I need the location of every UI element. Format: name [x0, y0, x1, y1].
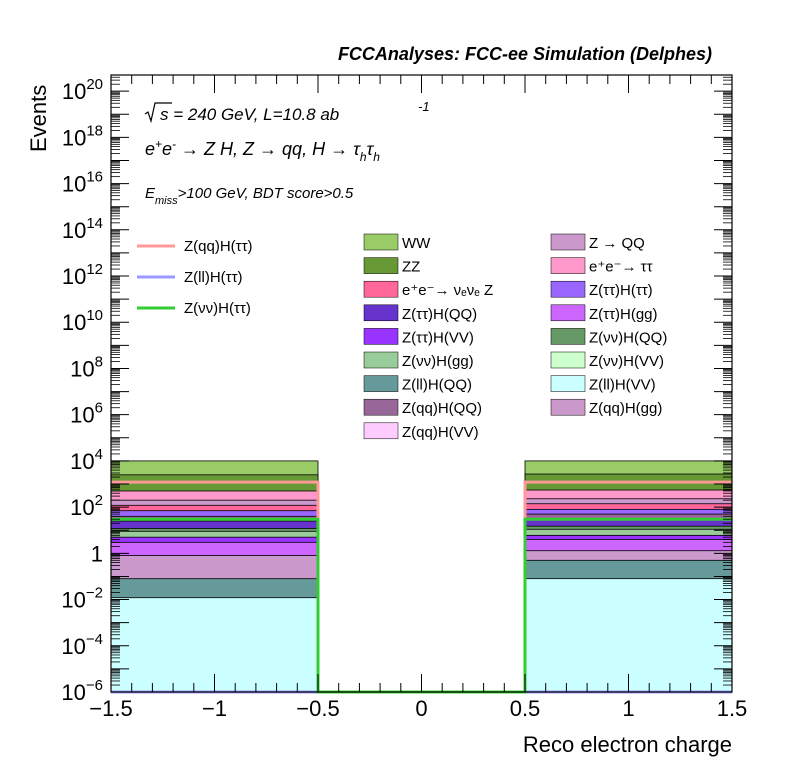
legend: Z(qq)H(ττ) Z(ll)H(ττ) Z(νν)H(ττ) WW ZZ e⁺e⁻→ …: [137, 233, 667, 441]
x-tick-label: −1.5: [89, 696, 132, 721]
legend-label: ZZ: [402, 259, 420, 276]
y-tick-label: 108: [70, 353, 103, 381]
lumi-exponent: -1: [418, 99, 430, 114]
annotation-process: e+e- → Z H, Z → qq, H → τhτh: [145, 137, 380, 164]
x-tick-label: 1.5: [717, 696, 748, 721]
legend-label: Z(ττ)H(QQ): [402, 306, 477, 323]
legend-label: Z(νν)H(QQ): [589, 329, 667, 346]
legend-swatch: [550, 398, 586, 416]
legend-swatch: [363, 375, 399, 392]
y-tick-label: 104: [70, 446, 103, 474]
legend-swatch: [363, 233, 399, 251]
legend-swatch: [363, 304, 399, 322]
legend-label: Z(qq)H(VV): [402, 424, 479, 441]
legend-label: Z(qq)H(QQ): [402, 400, 482, 417]
legend-label: Z(νν)H(gg): [402, 353, 474, 370]
legend-swatch: [550, 351, 586, 369]
legend-swatch: [550, 280, 586, 298]
x-tick-label: 0: [415, 696, 427, 721]
annotation-sqrt-s: s = 240 GeV, L=10.8 ab -1: [144, 99, 430, 124]
cut-label: Emiss>100 GeV, BDT score>0.5: [145, 185, 354, 207]
x-tick-label: 1: [622, 696, 634, 721]
y-tick-label: 1014: [62, 215, 103, 243]
y-tick-label: 10−6: [61, 677, 103, 705]
x-tick-label: −1: [202, 696, 227, 721]
legend-label: Z(ττ)H(ττ): [589, 282, 653, 299]
legend-label: WW: [402, 235, 431, 252]
legend-signal-label: Z(ll)H(ττ): [184, 269, 243, 286]
y-tick-label: 1016: [62, 169, 103, 197]
legend-label: Z(ττ)H(gg): [589, 306, 658, 323]
legend-swatch: [550, 304, 586, 322]
legend-label: Z(ll)H(VV): [589, 377, 656, 394]
legend-label: e⁺e⁻→ ττ: [589, 259, 653, 276]
legend-swatch: [550, 257, 586, 274]
legend-swatch: [363, 351, 399, 369]
legend-swatch: [550, 375, 586, 392]
legend-signal-label: Z(νν)H(ττ): [184, 300, 251, 317]
y-tick-label: 1020: [62, 76, 103, 104]
x-axis-title: Reco electron charge: [523, 732, 732, 757]
legend-swatch: [363, 280, 399, 298]
legend-swatch: [363, 398, 399, 416]
y-tick-label: 106: [70, 400, 103, 428]
stacked-histogram: [110, 460, 733, 693]
legend-label: Z(νν)H(VV): [589, 353, 664, 370]
legend-label: Z → QQ: [589, 235, 645, 252]
y-tick-label: 102: [70, 492, 103, 520]
legend-label: Z(ττ)H(VV): [402, 329, 474, 346]
y-axis-ticks: 10−6 10−4 10−2 1 102 104 106 108 1010 1012 1014 101…: [61, 74, 732, 705]
y-tick-label: 1018: [62, 122, 103, 150]
annotation-cuts: Emiss>100 GeV, BDT score>0.5: [145, 185, 354, 207]
legend-label: e⁺e⁻→ νₑνₑ Z: [402, 282, 493, 299]
y-tick-label: 10−2: [61, 585, 103, 613]
sqrt-s-label: s = 240 GeV, L=10.8 ab: [160, 105, 339, 124]
x-axis-ticks: −1.5 −1 −0.5 0 0.5 1 1.5: [89, 75, 747, 721]
legend-swatch: [550, 328, 586, 345]
x-tick-label: 0.5: [510, 696, 541, 721]
y-tick-label: 10−4: [61, 631, 103, 659]
x-tick-label: −0.5: [296, 696, 339, 721]
legend-signal-label: Z(qq)H(ττ): [184, 238, 253, 255]
legend-label: Z(ll)H(QQ): [402, 377, 472, 394]
y-tick-label: 1012: [62, 261, 103, 289]
legend-swatch: [363, 422, 399, 440]
legend-swatch: [363, 328, 399, 345]
y-tick-label: 1: [91, 541, 103, 566]
legend-swatch: [550, 233, 586, 251]
process-label: e+e- → Z H, Z → qq, H → τhτh: [145, 137, 380, 164]
y-axis-title: Events: [26, 85, 51, 152]
y-tick-label: 1010: [62, 307, 103, 335]
legend-label: Z(qq)H(gg): [589, 400, 662, 417]
header-title: FCCAnalyses: FCC-ee Simulation (Delphes): [338, 44, 712, 64]
legend-swatch: [363, 257, 399, 274]
